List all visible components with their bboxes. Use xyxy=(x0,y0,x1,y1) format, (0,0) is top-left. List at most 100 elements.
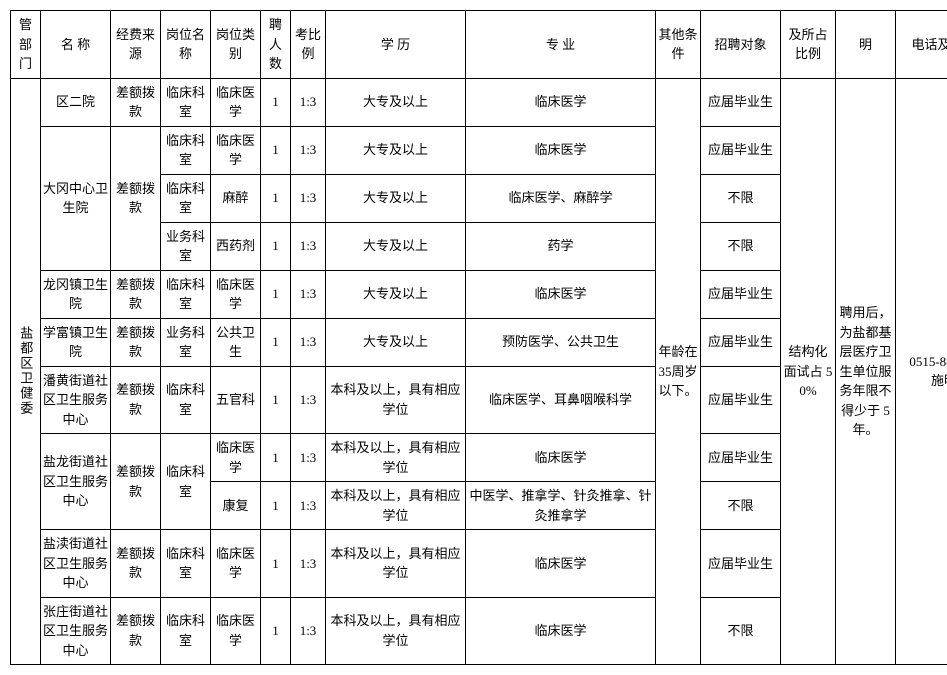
fund-cell: 差额拨款 xyxy=(111,366,161,434)
target-cell: 应届毕业生 xyxy=(701,530,781,598)
col-major: 专 业 xyxy=(466,11,656,79)
major-cell: 临床医学 xyxy=(466,270,656,318)
dept-text: 盐都区卫健委 xyxy=(16,326,36,416)
org-cell: 潘黄街道社区卫生服务中心 xyxy=(41,366,111,434)
cat-cell: 临床医学 xyxy=(211,530,261,598)
edu-cell: 大专及以上 xyxy=(326,222,466,270)
table-row: 盐都区卫健委 区二院 差额拨款 临床科室 临床医学 1 1:3 大专及以上 临床… xyxy=(11,78,947,126)
target-cell: 应届毕业生 xyxy=(701,126,781,174)
org-cell: 盐龙街道社区卫生服务中心 xyxy=(41,434,111,530)
major-cell: 临床医学、麻醉学 xyxy=(466,174,656,222)
post-cell: 临床科室 xyxy=(161,366,211,434)
ratio-cell: 1:3 xyxy=(291,126,326,174)
target-cell: 应届毕业生 xyxy=(701,434,781,482)
major-cell: 临床医学 xyxy=(466,126,656,174)
post-cell: 临床科室 xyxy=(161,530,211,598)
post-cell: 临床科室 xyxy=(161,126,211,174)
ratio-cell: 1:3 xyxy=(291,78,326,126)
post-cell: 业务科室 xyxy=(161,318,211,366)
ratio-cell: 1:3 xyxy=(291,434,326,482)
post-cell: 业务科室 xyxy=(161,222,211,270)
num-cell: 1 xyxy=(261,126,291,174)
fund-cell: 差额拨款 xyxy=(111,126,161,270)
edu-cell: 大专及以上 xyxy=(326,126,466,174)
contact-tel: 0515-88401393 xyxy=(909,354,947,369)
post-cell: 临床科室 xyxy=(161,597,211,665)
col-ratio-note: 及所占比例 xyxy=(781,11,836,79)
ratio-cell: 1:3 xyxy=(291,222,326,270)
major-cell: 药学 xyxy=(466,222,656,270)
target-cell: 不限 xyxy=(701,482,781,530)
target-cell: 不限 xyxy=(701,597,781,665)
other-cond-cell: 年龄在 35周岁以下。 xyxy=(656,78,701,665)
ratio-cell: 1:3 xyxy=(291,174,326,222)
edu-cell: 大专及以上 xyxy=(326,78,466,126)
cat-cell: 临床医学 xyxy=(211,126,261,174)
col-cat: 岗位类别 xyxy=(211,11,261,79)
cat-cell: 临床医学 xyxy=(211,434,261,482)
header-row: 管部门 名 称 经费来源 岗位名称 岗位类别 聘人数 考比例 学 历 专 业 其… xyxy=(11,11,947,79)
num-cell: 1 xyxy=(261,597,291,665)
fund-cell: 差额拨款 xyxy=(111,318,161,366)
fund-cell: 差额拨款 xyxy=(111,434,161,530)
cat-cell: 临床医学 xyxy=(211,597,261,665)
cat-cell: 麻醉 xyxy=(211,174,261,222)
edu-cell: 大专及以上 xyxy=(326,318,466,366)
col-num: 聘人数 xyxy=(261,11,291,79)
num-cell: 1 xyxy=(261,222,291,270)
ratio-cell: 1:3 xyxy=(291,482,326,530)
major-cell: 临床医学 xyxy=(466,78,656,126)
post-cell: 临床科室 xyxy=(161,434,211,530)
ratio-cell: 1:3 xyxy=(291,597,326,665)
num-cell: 1 xyxy=(261,434,291,482)
cat-cell: 临床医学 xyxy=(211,270,261,318)
major-cell: 临床医学 xyxy=(466,530,656,598)
org-cell: 盐渎街道社区卫生服务中心 xyxy=(41,530,111,598)
col-desc: 明 xyxy=(836,11,896,79)
contact-cell: 0515-88401393 施明祥 xyxy=(896,78,947,665)
col-contact: 电话及联系人 xyxy=(896,11,947,79)
major-cell: 临床医学 xyxy=(466,597,656,665)
edu-cell: 本科及以上，具有相应学位 xyxy=(326,597,466,665)
num-cell: 1 xyxy=(261,78,291,126)
contact-name: 施明祥 xyxy=(931,373,947,388)
edu-cell: 本科及以上，具有相应学位 xyxy=(326,434,466,482)
major-cell: 临床医学 xyxy=(466,434,656,482)
col-fund: 经费来源 xyxy=(111,11,161,79)
num-cell: 1 xyxy=(261,530,291,598)
ratio-cell: 1:3 xyxy=(291,318,326,366)
ratio-cell: 1:3 xyxy=(291,270,326,318)
post-cell: 临床科室 xyxy=(161,270,211,318)
target-cell: 应届毕业生 xyxy=(701,78,781,126)
org-cell: 张庄街道社区卫生服务中心 xyxy=(41,597,111,665)
org-cell: 区二院 xyxy=(41,78,111,126)
ratio-cell: 1:3 xyxy=(291,366,326,434)
dept-cell: 盐都区卫健委 xyxy=(11,78,41,665)
edu-cell: 大专及以上 xyxy=(326,174,466,222)
edu-cell: 本科及以上，具有相应学位 xyxy=(326,482,466,530)
ratio-note-cell: 结构化面试占 50% xyxy=(781,78,836,665)
desc-note-cell: 聘用后，为盐都基层医疗卫生单位服务年限不得少于 5 年。 xyxy=(836,78,896,665)
fund-cell: 差额拨款 xyxy=(111,78,161,126)
col-dept: 管部门 xyxy=(11,11,41,79)
edu-cell: 大专及以上 xyxy=(326,270,466,318)
col-ratio: 考比例 xyxy=(291,11,326,79)
col-target: 招聘对象 xyxy=(701,11,781,79)
num-cell: 1 xyxy=(261,366,291,434)
num-cell: 1 xyxy=(261,270,291,318)
fund-cell: 差额拨款 xyxy=(111,597,161,665)
col-edu: 学 历 xyxy=(326,11,466,79)
org-cell: 学富镇卫生院 xyxy=(41,318,111,366)
target-cell: 应届毕业生 xyxy=(701,318,781,366)
major-cell: 临床医学、耳鼻咽喉科学 xyxy=(466,366,656,434)
target-cell: 不限 xyxy=(701,222,781,270)
cat-cell: 五官科 xyxy=(211,366,261,434)
target-cell: 应届毕业生 xyxy=(701,270,781,318)
num-cell: 1 xyxy=(261,318,291,366)
edu-cell: 本科及以上，具有相应学位 xyxy=(326,366,466,434)
cat-cell: 临床医学 xyxy=(211,78,261,126)
target-cell: 不限 xyxy=(701,174,781,222)
num-cell: 1 xyxy=(261,482,291,530)
target-cell: 应届毕业生 xyxy=(701,366,781,434)
edu-cell: 本科及以上，具有相应学位 xyxy=(326,530,466,598)
